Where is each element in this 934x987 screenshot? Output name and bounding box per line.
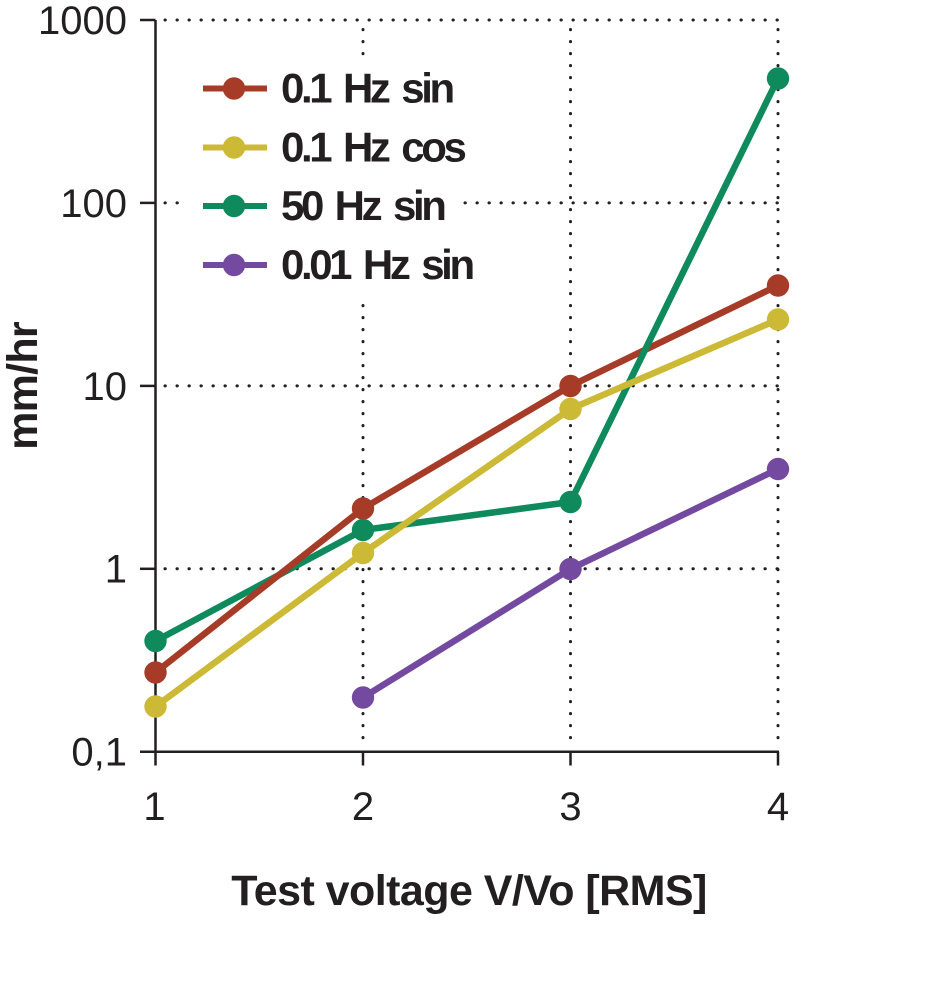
svg-text:0.01 Hz sin: 0.01 Hz sin xyxy=(281,241,473,288)
svg-text:100: 100 xyxy=(60,182,127,226)
svg-text:0.1 Hz sin: 0.1 Hz sin xyxy=(281,65,453,112)
svg-text:1000: 1000 xyxy=(38,0,127,43)
svg-text:3: 3 xyxy=(559,785,581,829)
svg-text:4: 4 xyxy=(767,785,789,829)
svg-text:50 Hz sin: 50 Hz sin xyxy=(281,182,445,229)
svg-text:Test voltage V/Vo [RMS]: Test voltage V/Vo [RMS] xyxy=(231,867,707,915)
svg-text:1: 1 xyxy=(143,785,165,829)
svg-text:mm/hr: mm/hr xyxy=(0,321,47,450)
svg-text:0.1 Hz cos: 0.1 Hz cos xyxy=(281,124,465,171)
svg-text:0,1: 0,1 xyxy=(71,731,127,775)
svg-text:2: 2 xyxy=(352,785,374,829)
svg-text:1: 1 xyxy=(105,548,127,592)
svg-text:10: 10 xyxy=(83,365,128,409)
